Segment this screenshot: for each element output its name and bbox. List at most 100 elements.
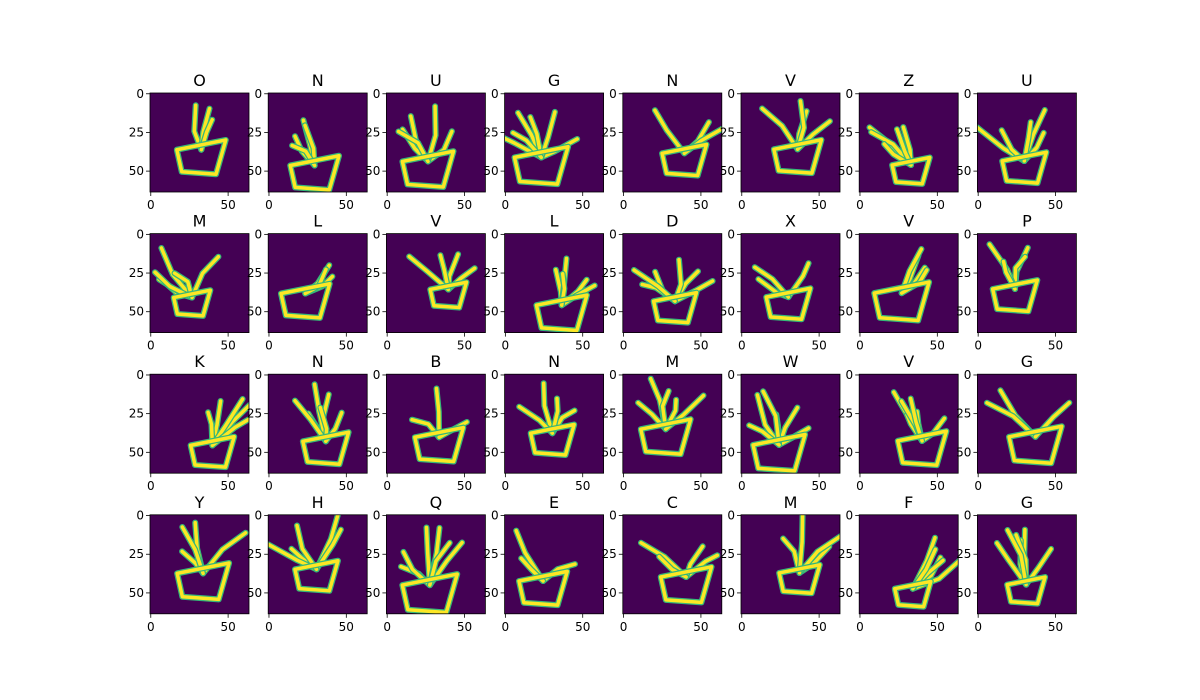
x-tick-label: 0 bbox=[147, 620, 155, 634]
palm-stroke bbox=[528, 422, 576, 457]
y-tick-label: 50 bbox=[956, 164, 971, 178]
hand-skeleton bbox=[635, 375, 707, 458]
y-tick-label: 50 bbox=[247, 445, 262, 459]
y-tick-label: 0 bbox=[727, 227, 735, 241]
y-tick-label: 0 bbox=[609, 509, 617, 523]
y-tick-label: 50 bbox=[365, 164, 380, 178]
subplot-8: U 0 50 0 25 50 bbox=[956, 71, 1077, 212]
x-tick-label: 0 bbox=[620, 198, 628, 212]
x-tick-label: 0 bbox=[974, 339, 982, 353]
hand-skeleton bbox=[776, 514, 840, 597]
hand-skeleton bbox=[631, 256, 716, 326]
x-tick-label: 50 bbox=[930, 620, 945, 634]
x-tick-label: 50 bbox=[811, 620, 826, 634]
palm-stroke bbox=[893, 579, 933, 609]
x-tick-label: 0 bbox=[620, 620, 628, 634]
skeleton-stroke bbox=[1005, 528, 1028, 587]
hand-skeleton bbox=[891, 534, 959, 610]
axes-frame bbox=[622, 373, 723, 474]
palm-stroke bbox=[872, 280, 931, 323]
palm-stroke bbox=[428, 280, 469, 310]
image-background bbox=[741, 514, 840, 614]
y-tick-label: 50 bbox=[602, 305, 617, 319]
x-tick-label: 0 bbox=[147, 479, 155, 493]
subplot-title: W bbox=[783, 352, 799, 371]
x-tick-label: 50 bbox=[575, 479, 590, 493]
y-tick-label: 50 bbox=[247, 164, 262, 178]
palm-stroke bbox=[517, 569, 570, 607]
y-tick-label: 50 bbox=[129, 445, 144, 459]
subplot-title: V bbox=[903, 212, 914, 231]
subplot-title: G bbox=[1021, 493, 1033, 512]
skeleton-stroke bbox=[653, 108, 687, 156]
hand-skeleton bbox=[406, 251, 478, 311]
palm-stroke bbox=[764, 286, 813, 321]
y-tick-label: 25 bbox=[838, 266, 853, 280]
x-tick-label: 50 bbox=[930, 198, 945, 212]
axes-frame bbox=[622, 233, 723, 334]
x-tick-label: 50 bbox=[457, 620, 472, 634]
subplot-title: Q bbox=[430, 493, 443, 512]
hand-skeleton bbox=[173, 102, 229, 178]
y-tick-label: 50 bbox=[720, 164, 735, 178]
hand-skeleton bbox=[751, 260, 814, 323]
hand-skeleton bbox=[871, 246, 933, 324]
subplot-3: U 0 50 0 25 50 bbox=[365, 71, 486, 212]
palm-stroke bbox=[301, 430, 351, 466]
palm-stroke bbox=[658, 565, 714, 605]
subplot-title: K bbox=[194, 352, 205, 371]
palm-stroke bbox=[896, 429, 949, 467]
subplot-27: Q 0 50 0 25 50 bbox=[365, 493, 486, 634]
palm-stroke bbox=[188, 434, 236, 469]
palm-stroke bbox=[639, 417, 693, 456]
image-background bbox=[504, 514, 604, 614]
y-tick-label: 50 bbox=[247, 586, 262, 600]
x-tick-label: 50 bbox=[930, 339, 945, 353]
x-tick-label: 50 bbox=[575, 198, 590, 212]
skeleton-stroke bbox=[995, 541, 1028, 587]
y-tick-label: 25 bbox=[365, 547, 380, 561]
palm-stroke bbox=[171, 288, 213, 318]
x-tick-label: 0 bbox=[856, 479, 864, 493]
y-tick-label: 0 bbox=[373, 509, 381, 523]
subplot-6: V 0 50 0 25 50 bbox=[720, 71, 841, 212]
subplot-32: G 0 50 0 25 50 bbox=[956, 493, 1077, 634]
y-tick-label: 25 bbox=[247, 266, 262, 280]
axes-frame bbox=[267, 92, 368, 193]
subplot-26: H 0 50 0 25 50 bbox=[247, 493, 368, 634]
x-tick-label: 0 bbox=[147, 198, 155, 212]
y-tick-label: 0 bbox=[727, 368, 735, 382]
hand-skeleton bbox=[292, 381, 352, 468]
y-tick-label: 50 bbox=[838, 305, 853, 319]
y-tick-label: 0 bbox=[373, 368, 381, 382]
subplot-title: L bbox=[550, 212, 559, 231]
y-tick-label: 25 bbox=[602, 266, 617, 280]
axes-frame bbox=[149, 233, 250, 334]
axes-frame bbox=[858, 92, 959, 193]
y-tick-label: 25 bbox=[365, 266, 380, 280]
x-tick-label: 0 bbox=[738, 620, 746, 634]
y-tick-label: 50 bbox=[956, 445, 971, 459]
y-tick-label: 50 bbox=[483, 586, 498, 600]
y-tick-label: 25 bbox=[483, 407, 498, 421]
subplot-title: M bbox=[193, 212, 207, 231]
x-tick-label: 0 bbox=[620, 339, 628, 353]
x-tick-label: 50 bbox=[930, 479, 945, 493]
y-tick-label: 50 bbox=[129, 164, 144, 178]
x-tick-label: 50 bbox=[220, 620, 235, 634]
x-tick-label: 50 bbox=[693, 198, 708, 212]
subplot-title: N bbox=[312, 352, 324, 371]
y-tick-label: 0 bbox=[964, 368, 972, 382]
y-tick-label: 50 bbox=[602, 586, 617, 600]
subplot-title: C bbox=[667, 493, 678, 512]
y-tick-label: 50 bbox=[956, 586, 971, 600]
x-tick-label: 0 bbox=[383, 620, 391, 634]
y-tick-label: 25 bbox=[483, 266, 498, 280]
y-tick-label: 0 bbox=[727, 87, 735, 101]
hand-skeleton bbox=[516, 380, 578, 458]
y-tick-label: 0 bbox=[491, 227, 499, 241]
axes-frame bbox=[977, 92, 1077, 193]
subplot-25: Y 0 50 0 25 50 bbox=[129, 493, 250, 634]
y-tick-label: 0 bbox=[846, 368, 854, 382]
x-tick-label: 0 bbox=[502, 339, 510, 353]
